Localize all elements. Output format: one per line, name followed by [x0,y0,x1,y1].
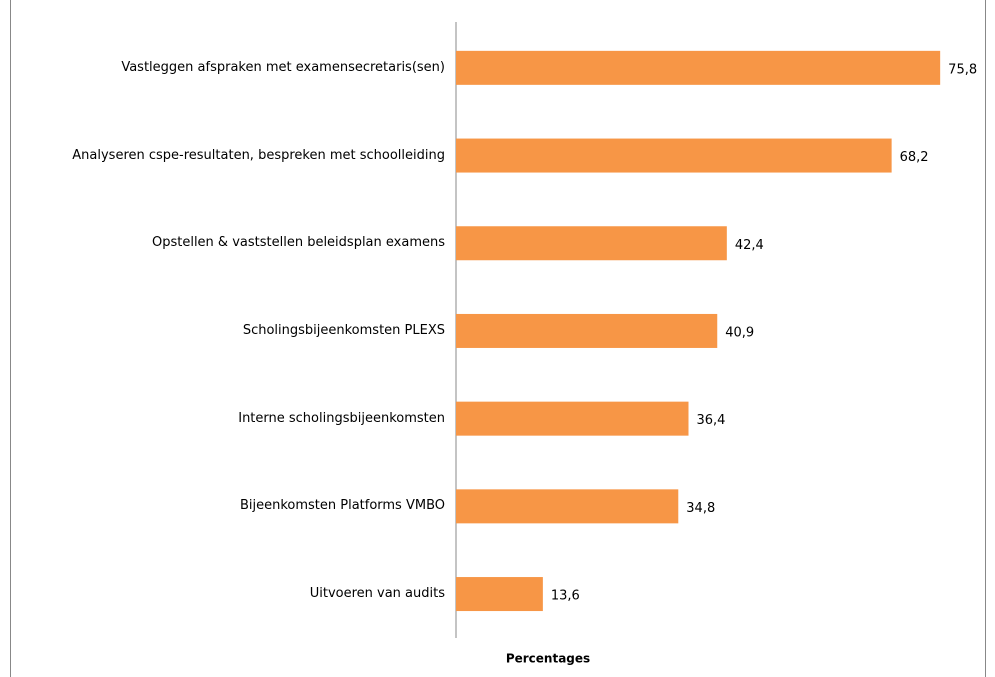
value-label: 36,4 [697,413,726,428]
bar [456,401,689,436]
value-label: 34,8 [686,501,715,516]
category-label: Interne scholingsbijeenkomsten [238,410,445,426]
bar [456,489,679,524]
bar [456,577,543,612]
bar [456,226,727,261]
bar [456,313,718,348]
value-label: 13,6 [551,589,580,604]
frame [10,0,986,677]
category-label: Bijeenkomsten Platforms VMBO [239,498,445,514]
category-label: Analyseren cspe-resultaten, bespreken me… [72,147,445,163]
category-label: Uitvoeren van audits [309,586,445,602]
category-label: Vastleggen afspraken met examensecretari… [121,59,445,75]
value-label: 40,9 [725,325,754,340]
bar [456,138,892,173]
category-label: Scholingsbijeenkomsten PLEXS [242,322,445,338]
value-label: 42,4 [735,238,764,253]
value-label: 68,2 [900,150,929,165]
value-label: 75,8 [948,62,977,77]
bar [456,50,941,85]
x-axis-title: Percentages [506,652,590,666]
category-label: Opstellen & vaststellen beleidsplan exam… [151,235,445,251]
